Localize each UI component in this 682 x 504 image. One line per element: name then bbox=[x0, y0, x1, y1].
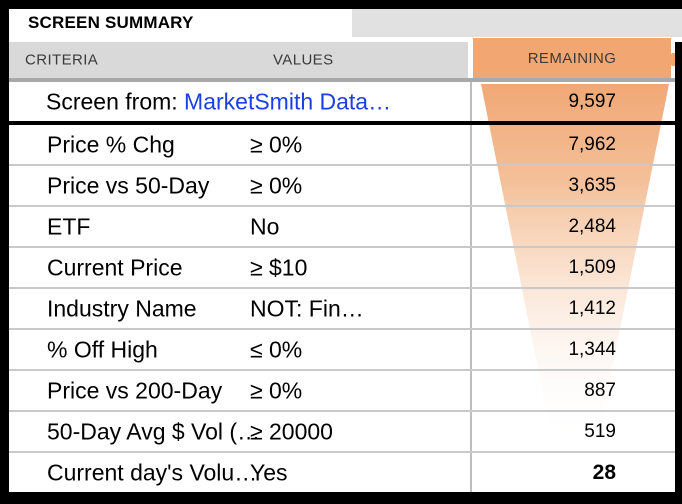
results-funnel-graphic bbox=[481, 84, 669, 484]
remaining-count: 3,635 bbox=[568, 174, 616, 196]
values-cell: ≤ 0% bbox=[250, 336, 303, 362]
table-row[interactable]: ETF No 2,484 bbox=[9, 205, 675, 246]
criteria-label: Screen from: bbox=[46, 88, 185, 114]
criteria-cell: Price vs 200-Day bbox=[47, 377, 223, 403]
values-cell: No bbox=[250, 213, 280, 239]
criteria-cell: Industry Name bbox=[47, 295, 197, 321]
table-row[interactable]: Screen from: MarketSmith Data… 9,597 bbox=[9, 82, 675, 121]
remaining-count: 1,509 bbox=[568, 256, 616, 278]
remaining-count: 887 bbox=[584, 379, 616, 401]
remaining-count: 7,962 bbox=[568, 133, 616, 155]
table-row[interactable]: Current day's Volu… Yes 28 bbox=[9, 451, 675, 492]
remaining-count: 1,344 bbox=[568, 338, 616, 360]
criteria-cell: Price % Chg bbox=[47, 131, 175, 157]
values-cell: Yes bbox=[250, 459, 288, 485]
table-row[interactable]: Price vs 200-Day ≥ 0% 887 bbox=[9, 369, 675, 410]
criteria-cell: Price vs 50-Day bbox=[47, 172, 210, 198]
remaining-count: 9,597 bbox=[568, 90, 616, 112]
criteria-cell: % Off High bbox=[47, 336, 158, 362]
table-row[interactable]: 50-Day Avg $ Vol (… ≥ 20000 519 bbox=[9, 410, 675, 451]
table-row[interactable]: Current Price ≥ $10 1,509 bbox=[9, 246, 675, 287]
table-row[interactable]: Price % Chg ≥ 0% 7,962 bbox=[9, 121, 675, 164]
column-header-values[interactable]: VALUES bbox=[273, 51, 334, 69]
clipped-orange-fragment bbox=[671, 53, 675, 66]
title-separator bbox=[9, 37, 682, 42]
remaining-count: 519 bbox=[584, 420, 616, 442]
panel-title-cell: SCREEN SUMMARY bbox=[9, 9, 352, 37]
criteria-cell: Current Price bbox=[47, 254, 183, 280]
remaining-count: 1,412 bbox=[568, 297, 616, 319]
table-header-row: CRITERIA VALUES bbox=[9, 42, 468, 78]
table-row[interactable]: Industry Name NOT: Fin… 1,412 bbox=[9, 287, 675, 328]
table-body: Screen from: MarketSmith Data… 9,597 Price… bbox=[9, 82, 675, 492]
table-row[interactable]: Price vs 50-Day ≥ 0% 3,635 bbox=[9, 164, 675, 205]
criteria-rows: Screen from: MarketSmith Data… 9,597 Price… bbox=[9, 82, 675, 492]
values-cell: ≥ 0% bbox=[250, 131, 303, 157]
remaining-count: 28 bbox=[592, 460, 616, 484]
column-header-remaining[interactable]: REMAINING bbox=[473, 38, 671, 78]
remaining-count: 2,484 bbox=[568, 215, 616, 237]
criteria-cell: 50-Day Avg $ Vol (… bbox=[47, 418, 261, 444]
values-cell: ≥ $10 bbox=[250, 254, 308, 280]
values-cell: ≥ 20000 bbox=[250, 418, 333, 444]
criteria-cell: ETF bbox=[47, 213, 91, 239]
column-header-criteria[interactable]: CRITERIA bbox=[25, 51, 99, 69]
page-title: SCREEN SUMMARY bbox=[28, 13, 194, 32]
criteria-cell: Current day's Volu… bbox=[47, 459, 258, 485]
criteria-cell: Screen from: MarketSmith Data… bbox=[46, 88, 391, 115]
table-row[interactable]: % Off High ≤ 0% 1,344 bbox=[9, 328, 675, 369]
values-cell: ≥ 0% bbox=[250, 172, 303, 198]
screen-source-link[interactable]: MarketSmith Data… bbox=[184, 88, 392, 114]
values-cell: NOT: Fin… bbox=[250, 295, 364, 321]
header-underline bbox=[9, 78, 675, 82]
values-cell: ≥ 0% bbox=[250, 377, 303, 403]
